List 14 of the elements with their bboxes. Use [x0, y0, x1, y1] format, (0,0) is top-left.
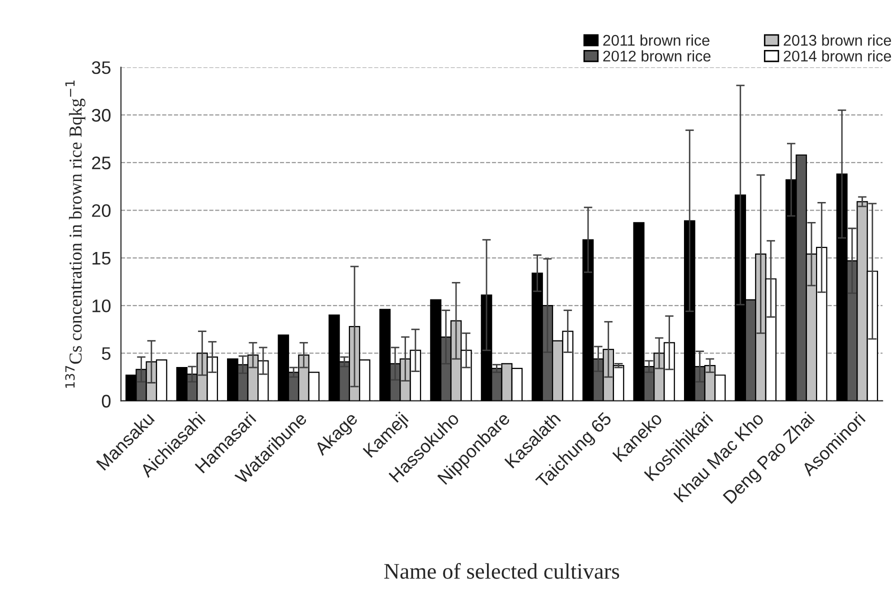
y-tick-label: 15 — [92, 252, 110, 265]
y-tick-label: 5 — [102, 347, 110, 360]
legend-label: 2013 brown rice — [784, 34, 892, 46]
y-tick-label: 0 — [102, 394, 111, 408]
legend-label: 2014 brown rice — [784, 50, 892, 62]
x-axis-title: Name of selected cultivars — [384, 562, 620, 579]
y-tick-label: 35 — [92, 61, 110, 74]
y-tick-label: 30 — [92, 108, 111, 122]
legend-label: 2011 brown rice — [603, 34, 710, 46]
y-tick-label: 10 — [92, 299, 111, 312]
legend-label: 2012 brown rice — [603, 50, 711, 62]
y-tick-label: 25 — [92, 156, 110, 170]
y-axis-title: $^{137}$Cs concentration in brown rice Bqkg$^{−1}$ — [65, 80, 86, 388]
y-tick-label: 20 — [92, 204, 111, 217]
